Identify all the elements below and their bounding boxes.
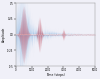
X-axis label: Time (steps): Time (steps): [46, 73, 65, 77]
Y-axis label: Amplitude: Amplitude: [2, 27, 6, 42]
